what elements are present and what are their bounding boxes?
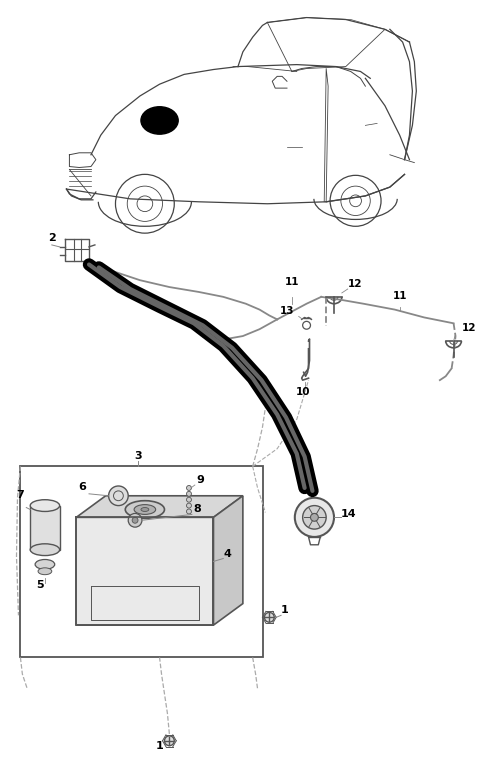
Text: 12: 12 xyxy=(348,279,362,289)
Bar xyxy=(76,518,214,625)
Text: 14: 14 xyxy=(341,509,357,519)
Text: 2: 2 xyxy=(48,233,56,243)
Circle shape xyxy=(311,513,318,522)
Text: 13: 13 xyxy=(280,306,295,316)
Text: 4: 4 xyxy=(223,549,231,559)
Text: 3: 3 xyxy=(134,450,142,460)
Circle shape xyxy=(128,513,142,527)
Circle shape xyxy=(108,486,128,505)
Text: 5: 5 xyxy=(36,580,44,590)
Text: 12: 12 xyxy=(461,323,476,333)
Ellipse shape xyxy=(30,500,60,512)
Circle shape xyxy=(165,736,174,746)
Ellipse shape xyxy=(134,505,156,515)
Bar xyxy=(30,505,60,549)
Circle shape xyxy=(187,503,192,508)
Polygon shape xyxy=(214,496,243,625)
Text: 7: 7 xyxy=(17,490,24,500)
Ellipse shape xyxy=(141,107,178,134)
Text: 1: 1 xyxy=(281,605,289,615)
Bar xyxy=(21,467,264,657)
Circle shape xyxy=(303,505,326,529)
Text: 9: 9 xyxy=(197,475,204,485)
Circle shape xyxy=(264,612,274,622)
Ellipse shape xyxy=(38,568,52,575)
Text: 11: 11 xyxy=(285,277,299,287)
Ellipse shape xyxy=(125,501,165,518)
Polygon shape xyxy=(76,496,243,518)
Ellipse shape xyxy=(35,560,55,570)
Ellipse shape xyxy=(30,544,60,556)
Text: 1: 1 xyxy=(156,741,164,751)
Circle shape xyxy=(187,491,192,496)
Text: 10: 10 xyxy=(295,387,310,397)
Text: 11: 11 xyxy=(393,291,407,301)
Text: 6: 6 xyxy=(78,482,86,492)
Ellipse shape xyxy=(141,508,149,512)
Circle shape xyxy=(187,509,192,514)
Text: 8: 8 xyxy=(194,505,202,515)
Circle shape xyxy=(132,518,138,523)
Circle shape xyxy=(187,498,192,502)
Circle shape xyxy=(295,498,334,537)
Circle shape xyxy=(187,485,192,491)
